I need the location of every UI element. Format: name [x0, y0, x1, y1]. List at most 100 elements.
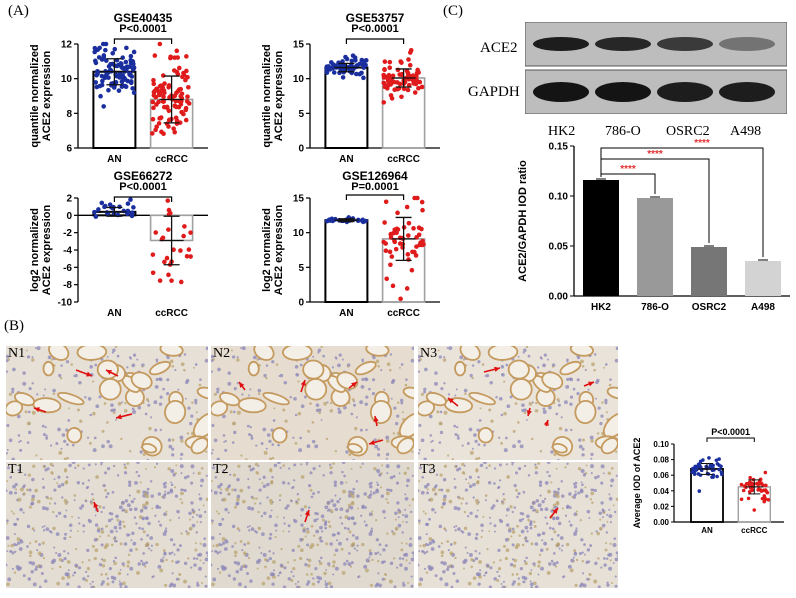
nucleus [111, 351, 115, 354]
nucleus [22, 381, 27, 386]
nucleus [360, 514, 363, 517]
nucleus [57, 484, 62, 489]
nucleus [272, 419, 276, 422]
data-point-ccrcc [398, 296, 403, 302]
nucleus [93, 556, 97, 561]
nucleus [255, 530, 258, 534]
nucleus [63, 439, 67, 443]
nucleus [67, 569, 70, 572]
nucleus [282, 530, 285, 533]
nucleus [566, 360, 569, 363]
tubule [98, 378, 122, 401]
nucleus [180, 362, 185, 367]
nucleus [334, 566, 339, 571]
nucleus [79, 506, 83, 510]
nucleus [12, 512, 15, 515]
nucleus [586, 548, 591, 552]
x-tick-label: AN [339, 154, 353, 165]
x-tick-label: 786-O [641, 302, 669, 313]
nucleus [532, 562, 536, 566]
nucleus [8, 392, 12, 396]
nucleus [574, 583, 578, 587]
tubule [346, 443, 363, 454]
data-point-ccrcc [406, 220, 412, 226]
nucleus [474, 536, 478, 541]
nucleus [131, 363, 136, 368]
nucleus [403, 566, 408, 571]
nucleus [517, 421, 520, 424]
nucleus [581, 447, 585, 451]
nucleus [300, 475, 305, 479]
nucleus [385, 452, 390, 456]
data-point-ccrcc [741, 488, 746, 493]
data-point-an [92, 45, 98, 51]
nucleus [552, 516, 556, 521]
nucleus [423, 387, 427, 391]
y-tick-label: 8 [66, 109, 72, 120]
nucleus [213, 392, 217, 396]
nucleus [585, 560, 589, 564]
nucleus [163, 551, 167, 555]
nucleus [446, 567, 450, 571]
arrow-indicator [34, 407, 40, 413]
nucleus [153, 400, 158, 405]
nucleus [470, 565, 474, 569]
nucleus [503, 448, 508, 453]
nucleus [126, 564, 130, 568]
nucleus [332, 564, 336, 568]
nucleus [16, 517, 20, 521]
nucleus [186, 432, 190, 435]
nucleus [169, 538, 174, 542]
nucleus [520, 529, 525, 534]
nucleus [13, 571, 17, 574]
nucleus [233, 488, 237, 492]
nucleus [310, 524, 314, 528]
y-tick-label: 0 [298, 298, 304, 309]
nucleus [616, 554, 618, 557]
nucleus [347, 503, 352, 507]
nucleus [41, 506, 46, 511]
nucleus [118, 526, 122, 530]
nucleus [306, 558, 309, 561]
nucleus [493, 577, 497, 581]
nucleus [563, 400, 568, 405]
nucleus [426, 482, 430, 487]
nucleus [368, 549, 372, 552]
data-point-ccrcc [388, 81, 394, 87]
nucleus [198, 508, 201, 511]
nucleus [513, 483, 517, 488]
nucleus [428, 414, 433, 419]
nucleus [609, 542, 612, 545]
nucleus [543, 353, 547, 357]
nucleus [318, 408, 322, 412]
nucleus [550, 509, 554, 513]
nucleus [282, 481, 286, 485]
data-point-an [361, 61, 367, 67]
nucleus [55, 551, 58, 555]
nucleus [133, 507, 138, 512]
data-point-an [131, 205, 136, 210]
nucleus [44, 425, 47, 429]
nucleus [139, 450, 143, 454]
nucleus [136, 489, 141, 494]
nucleus [112, 411, 116, 415]
nucleus [351, 500, 355, 504]
nucleus [327, 520, 331, 524]
tubule [66, 427, 83, 444]
nucleus [581, 551, 584, 554]
nucleus [602, 472, 605, 475]
nucleus [82, 577, 86, 581]
nucleus [191, 401, 194, 404]
nucleus [575, 513, 578, 516]
nucleus [511, 530, 516, 534]
nucleus [368, 532, 373, 536]
nucleus [190, 566, 193, 569]
nucleus [334, 548, 339, 553]
nucleus [33, 529, 36, 532]
data-point-ccrcc [406, 57, 411, 62]
nucleus [318, 464, 321, 468]
nucleus [7, 577, 12, 582]
nucleus [324, 526, 328, 530]
nucleus [100, 527, 104, 531]
